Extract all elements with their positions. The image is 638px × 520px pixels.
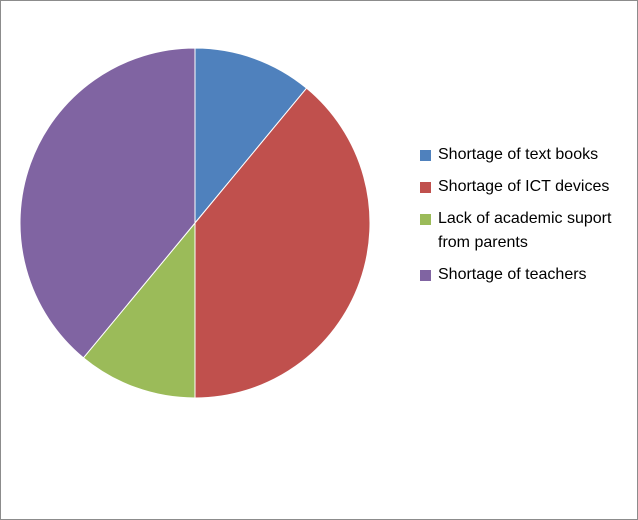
legend-label: Shortage of teachers bbox=[438, 266, 587, 283]
legend-item-shortage-of-ict-devices: Shortage of ICT devices bbox=[420, 175, 630, 199]
pie-slice-shortage-of-teachers bbox=[19, 47, 196, 359]
legend-label: Shortage of ICT devices bbox=[438, 178, 610, 195]
pie-slices bbox=[19, 47, 371, 399]
legend-item-lack-of-academic-support: Lack of academic suport from parents bbox=[420, 207, 630, 255]
pie-slice-lack-of-academic-support bbox=[82, 221, 196, 399]
legend-label: Shortage of text books bbox=[438, 146, 599, 163]
legend-item-shortage-of-teachers: Shortage of teachers bbox=[420, 263, 630, 287]
legend-swatch bbox=[420, 182, 431, 193]
legend-swatch bbox=[420, 150, 431, 161]
legend-swatch bbox=[420, 214, 431, 225]
legend-swatch bbox=[420, 270, 431, 281]
legend-item-shortage-of-text-books: Shortage of text books bbox=[420, 143, 630, 167]
legend-label: Lack of academic suport from parents bbox=[438, 210, 612, 251]
pie-slice-shortage-of-text-books bbox=[194, 47, 308, 225]
legend: Shortage of text books Shortage of ICT d… bbox=[420, 143, 630, 295]
pie-slice-shortage-of-ict-devices bbox=[194, 87, 371, 399]
